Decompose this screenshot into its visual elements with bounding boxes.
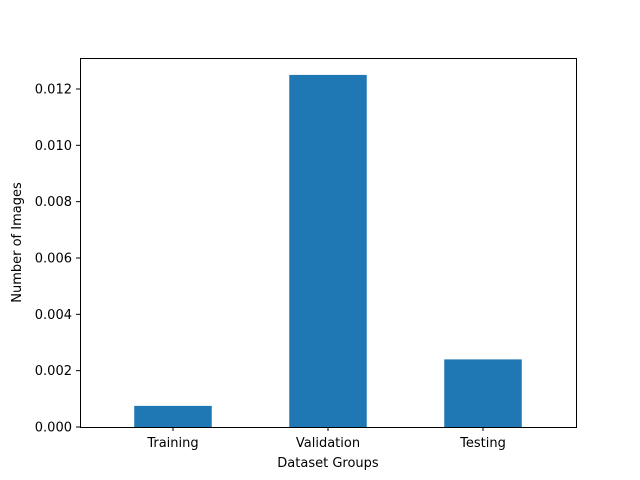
x-tick-label: Training: [146, 436, 198, 451]
x-axis-ticks: Training Validation Testing: [146, 427, 506, 451]
bar-validation: [289, 74, 367, 428]
plot-frame: [80, 58, 577, 428]
bars-group: [134, 74, 522, 428]
bar-testing: [444, 359, 522, 427]
bar-training: [134, 405, 212, 427]
y-tick-label: 0.006: [35, 251, 72, 266]
y-axis-label: Number of Images: [10, 182, 25, 303]
y-axis-ticks: 0.000 0.002 0.004 0.006 0.008 0.010 0.012: [35, 82, 80, 436]
y-tick-label: 0.000: [35, 421, 72, 436]
x-tick-label: Validation: [296, 436, 360, 451]
y-tick-label: 0.010: [35, 139, 72, 154]
x-tick-label: Testing: [459, 436, 506, 451]
y-tick-label: 0.002: [35, 364, 72, 379]
y-tick-label: 0.012: [35, 82, 72, 97]
y-tick-label: 0.008: [35, 195, 72, 210]
x-axis-label: Dataset Groups: [277, 456, 379, 471]
y-tick-label: 0.004: [35, 308, 72, 323]
